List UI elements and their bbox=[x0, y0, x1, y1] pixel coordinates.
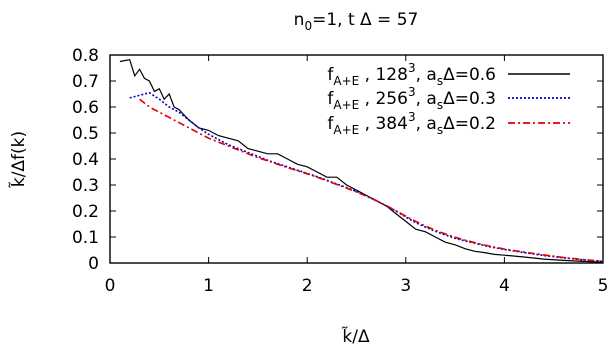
x-tick-label: 3 bbox=[400, 276, 411, 296]
x-axis-label: k̃/Δ bbox=[342, 326, 370, 347]
y-tick-label: 0.8 bbox=[72, 46, 99, 66]
x-tick-label: 1 bbox=[203, 276, 214, 296]
y-tick-label: 0.3 bbox=[72, 176, 99, 196]
x-tick-label: 4 bbox=[499, 276, 510, 296]
y-tick-label: 0.7 bbox=[72, 72, 99, 92]
x-tick-label: 5 bbox=[598, 276, 609, 296]
y-tick-label: 0.2 bbox=[72, 202, 99, 222]
series-line-1 bbox=[119, 59, 604, 263]
y-tick-label: 0.4 bbox=[72, 150, 99, 170]
series-lines bbox=[119, 59, 604, 263]
x-tick-label: 0 bbox=[105, 276, 116, 296]
axis-tick-labels: 0 1 2 3 4 5 0 0.1 0.2 0.3 0.4 0.5 0.6 0.7 0.8 bbox=[72, 46, 608, 296]
legend-label-3: fA+E , 3843, asΔ=0.2 bbox=[327, 110, 496, 137]
y-tick-label: 0.6 bbox=[72, 98, 99, 118]
x-tick-label: 2 bbox=[302, 276, 313, 296]
y-axis-label: k̃/Δf(k) bbox=[8, 131, 29, 188]
y-tick-label: 0.5 bbox=[72, 124, 99, 144]
axis-ticks bbox=[109, 54, 604, 264]
chart-title: n0=1, t Δ = 57 bbox=[294, 10, 419, 33]
y-tick-label: 0 bbox=[88, 254, 99, 274]
legend-label-1: fA+E , 1283, asΔ=0.6 bbox=[327, 61, 496, 88]
y-tick-label: 0.1 bbox=[72, 228, 99, 248]
legend-label-2: fA+E , 2563, asΔ=0.3 bbox=[327, 85, 496, 112]
chart-legend: fA+E , 1283, asΔ=0.6fA+E , 2563, asΔ=0.3… bbox=[327, 61, 570, 137]
series-line-2 bbox=[129, 91, 604, 263]
series-line-3 bbox=[139, 98, 604, 262]
